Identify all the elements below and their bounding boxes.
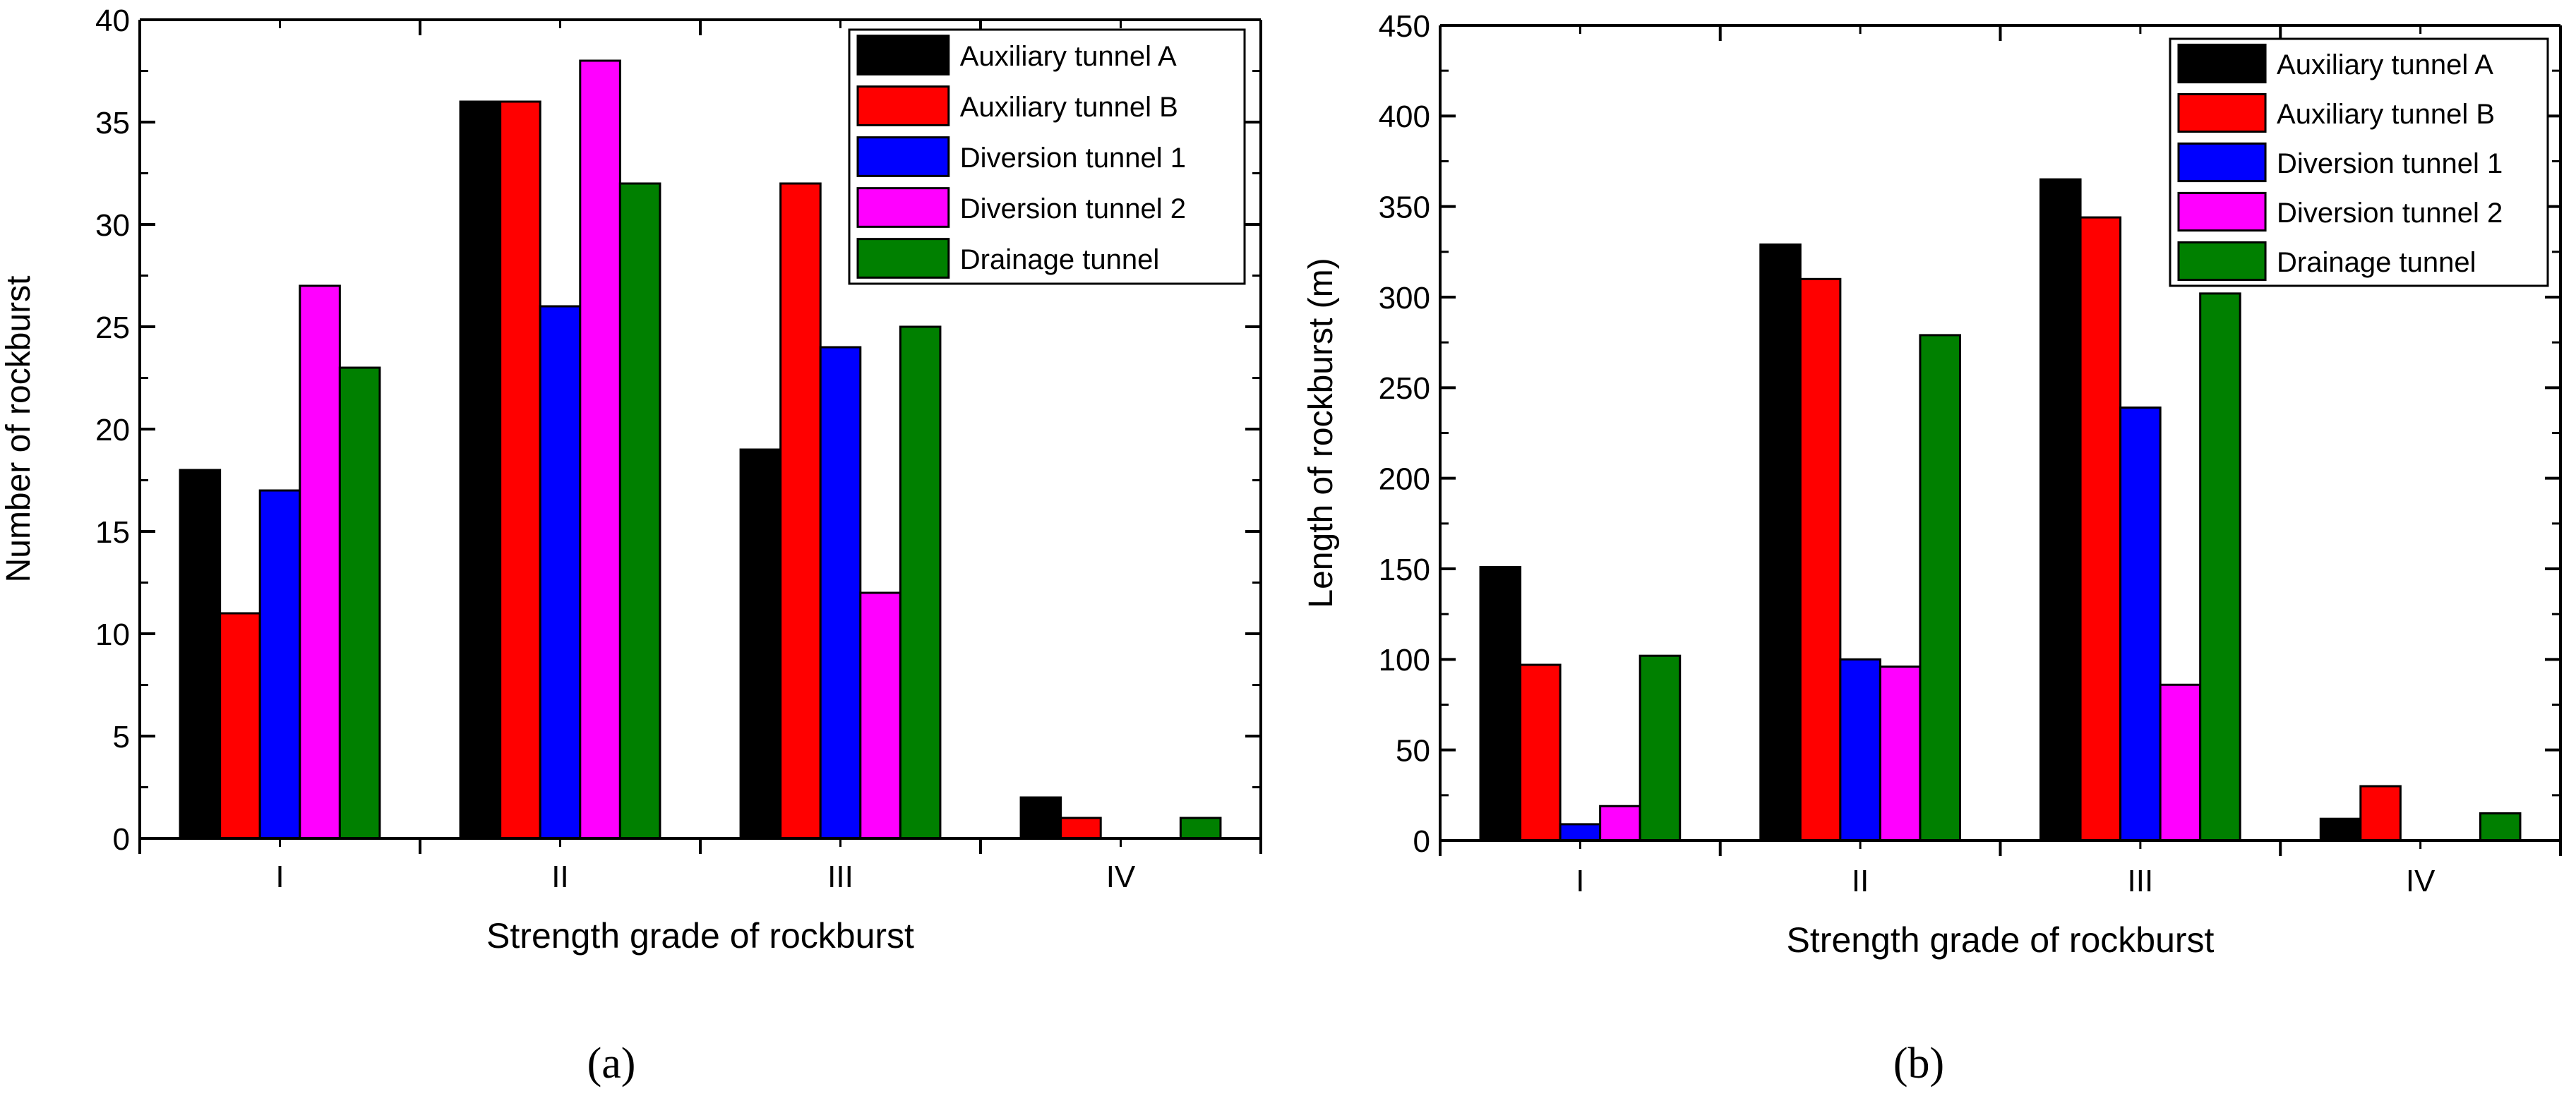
bar [1639,654,1682,842]
bar [1479,565,1522,842]
bar [459,100,502,840]
y-tick-label: 150 [1379,553,1430,587]
legend-label: Diversion tunnel 2 [960,193,1186,224]
bar [2119,407,2162,842]
bar [1060,817,1102,840]
legend-swatch [856,187,950,228]
y-tick-label: 250 [1379,371,1430,406]
legend-label: Auxiliary tunnel B [2277,99,2495,130]
y-axis-title: Length of rockburst (m) [1302,258,1340,608]
legend-swatch [856,136,950,177]
bar [338,366,381,840]
legend-label: Diversion tunnel 2 [2277,198,2503,229]
legend-swatch [2177,92,2267,133]
x-tick-label: II [1852,864,1869,898]
y-tick-label: 10 [95,618,130,652]
y-tick-label: 5 [113,720,130,754]
bar [2199,292,2241,842]
bar [2079,216,2122,842]
y-tick-label: 0 [113,822,130,857]
bar [499,100,541,840]
x-tick-label: I [275,860,284,894]
bar [1599,805,1641,842]
bar [258,489,301,840]
legend-label: Auxiliary tunnel B [960,92,1178,123]
bar [779,182,822,840]
x-tick-label: II [551,860,568,894]
legend-swatch [2177,142,2267,183]
y-tick-label: 20 [95,413,130,447]
legend-label: Auxiliary tunnel A [960,41,1177,72]
y-tick-label: 400 [1379,100,1430,134]
legend-swatch [856,85,950,126]
x-axis-title: Strength grade of rockburst [486,916,914,956]
bar [1799,277,1842,842]
legend-label: Diversion tunnel 1 [2277,148,2503,179]
bar [1019,796,1062,840]
bar [739,448,782,840]
x-tick-label: IV [2406,864,2436,898]
y-tick-label: 100 [1379,643,1430,678]
bar [2479,812,2522,842]
bar [2359,785,2402,842]
y-tick-label: 0 [1413,824,1430,859]
bar [859,591,901,840]
legend-swatch [856,35,950,76]
x-axis-title: Strength grade of rockburst [1787,920,2215,960]
y-tick-label: 30 [95,208,130,243]
y-tick-label: 200 [1379,462,1430,497]
bar [2039,178,2082,842]
legend: Auxiliary tunnel A Auxiliary tunnel B Dive… [848,28,1246,285]
legend: Auxiliary tunnel A Auxiliary tunnel B Dive… [2169,37,2549,287]
y-tick-label: 450 [1379,9,1430,44]
y-tick-label: 300 [1379,281,1430,315]
legend-label: Drainage tunnel [960,244,1159,275]
bar [1759,243,1802,842]
bar [579,59,621,840]
x-tick-label: IV [1106,860,1136,894]
y-tick-label: 25 [95,311,130,345]
bar [1519,663,1562,842]
bar [299,284,341,840]
y-tick-label: 350 [1379,191,1430,225]
bar [899,325,942,840]
bar [219,612,261,840]
legend-swatch [856,238,950,279]
legend-label: Drainage tunnel [2277,247,2476,278]
y-axis-title: Number of rockburst [0,276,37,583]
bar [1879,666,1922,842]
x-tick-label: III [827,860,853,894]
bar [179,469,222,840]
bar [1179,817,1222,840]
legend-swatch [2177,191,2267,232]
legend-label: Auxiliary tunnel A [2277,49,2493,80]
x-tick-label: III [2128,864,2154,898]
legend-swatch [2177,43,2267,84]
bar [1839,658,1881,842]
legend-label: Diversion tunnel 1 [960,143,1186,174]
bar [539,305,582,840]
y-tick-label: 15 [95,515,130,550]
bar [618,182,661,840]
bar [2159,683,2202,842]
legend-swatch [2177,241,2267,282]
bar [2319,817,2362,842]
y-tick-label: 40 [95,4,130,38]
y-tick-label: 35 [95,106,130,140]
bar [1559,823,1602,842]
y-tick-label: 50 [1396,734,1430,769]
x-tick-label: I [1576,864,1584,898]
panel-label: (b) [1893,1040,1944,1088]
bar [819,346,862,840]
bar [1919,334,1961,842]
panel-label: (a) [587,1040,636,1088]
